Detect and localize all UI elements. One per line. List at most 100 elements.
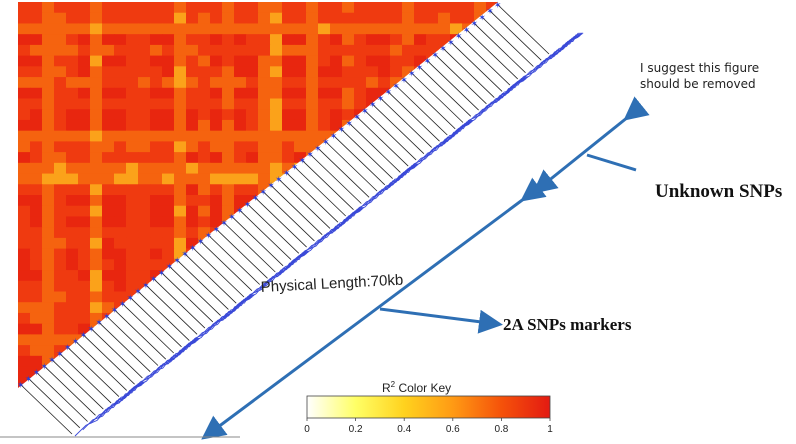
heatmap-cell bbox=[402, 334, 415, 346]
heatmap-cell bbox=[246, 312, 259, 325]
marker-connector bbox=[293, 165, 346, 217]
heatmap-cell bbox=[294, 173, 307, 185]
heatmap-cell bbox=[114, 12, 127, 24]
heatmap-cell bbox=[102, 34, 115, 46]
heatmap-cell bbox=[90, 2, 103, 14]
heatmap-cell bbox=[222, 345, 235, 357]
marker-star: ✶ bbox=[291, 163, 299, 173]
heatmap-cell bbox=[294, 377, 307, 388]
heatmap-cell bbox=[234, 280, 247, 292]
heatmap-cell bbox=[462, 377, 475, 388]
heatmap-cell bbox=[222, 23, 235, 35]
heatmap-cell bbox=[246, 334, 259, 346]
heatmap-cell bbox=[234, 377, 247, 388]
marker-star: ✶ bbox=[361, 107, 369, 117]
heatmap-cell bbox=[462, 184, 475, 196]
heatmap-cell bbox=[426, 205, 439, 217]
heatmap-cell bbox=[90, 205, 103, 217]
marker-star: ✶ bbox=[494, 1, 502, 11]
heatmap-cell bbox=[174, 216, 187, 228]
marker-star: ✶ bbox=[259, 188, 267, 198]
heatmap-cell bbox=[438, 345, 451, 357]
heatmap-cell bbox=[270, 355, 283, 368]
heatmap-cell bbox=[174, 77, 187, 89]
heatmap-cell bbox=[114, 23, 127, 35]
heatmap-cell bbox=[42, 34, 55, 46]
heatmap-cell bbox=[102, 302, 115, 314]
heatmap-cell bbox=[186, 205, 199, 217]
marker-star: ✶ bbox=[48, 356, 56, 366]
heatmap-cell bbox=[162, 162, 175, 175]
heatmap-cell bbox=[486, 259, 498, 271]
heatmap-cell bbox=[66, 237, 79, 250]
heatmap-cell bbox=[162, 34, 175, 46]
heatmap-cell bbox=[54, 23, 67, 35]
heatmap-cell bbox=[138, 109, 151, 121]
heatmap-cell bbox=[462, 216, 475, 228]
heatmap-cell bbox=[330, 34, 343, 46]
heatmap-cell bbox=[30, 87, 43, 99]
heatmap-cell bbox=[102, 248, 115, 260]
heatmap-cell bbox=[270, 152, 283, 164]
heatmap-cell bbox=[174, 291, 187, 303]
heatmap-cell bbox=[186, 2, 199, 14]
heatmap-cell bbox=[30, 205, 43, 217]
heatmap-cell bbox=[414, 12, 427, 24]
markers-pointer-arrow bbox=[379, 307, 503, 334]
heatmap-cell bbox=[114, 66, 127, 78]
heatmap-cell bbox=[30, 227, 43, 239]
heatmap-cell bbox=[414, 216, 427, 228]
heatmap-cell bbox=[186, 87, 199, 99]
heatmap-cell bbox=[138, 87, 151, 99]
heatmap-cell bbox=[318, 312, 331, 325]
heatmap-cell bbox=[306, 216, 319, 228]
heatmap-cell bbox=[390, 237, 403, 250]
heatmap-cell bbox=[486, 334, 498, 346]
heatmap-cell bbox=[126, 216, 139, 228]
heatmap-cell bbox=[78, 23, 91, 35]
heatmap-cell bbox=[474, 248, 487, 260]
heatmap-cell bbox=[366, 141, 379, 153]
heatmap-cell bbox=[66, 195, 79, 207]
heatmap-cell bbox=[210, 66, 223, 78]
heatmap-cell bbox=[438, 2, 451, 14]
heatmap-cell bbox=[246, 66, 259, 78]
heatmap-cell bbox=[222, 184, 235, 196]
marker-label bbox=[528, 34, 581, 76]
color-key-tick-label: 0 bbox=[304, 424, 310, 435]
heatmap-cell bbox=[222, 130, 235, 142]
unknown-pointer-line bbox=[586, 153, 637, 172]
marker-connector bbox=[51, 358, 104, 410]
heatmap-cell bbox=[210, 109, 223, 121]
heatmap-cell bbox=[462, 270, 475, 282]
heatmap-cell bbox=[342, 184, 355, 196]
heatmap-cell bbox=[78, 109, 91, 121]
marker-star: ✶ bbox=[166, 263, 174, 273]
heatmap-cell bbox=[42, 216, 55, 228]
heatmap-cell bbox=[390, 227, 403, 239]
heatmap-cell bbox=[258, 227, 271, 239]
marker-connector bbox=[74, 340, 127, 391]
heatmap-cell bbox=[78, 173, 91, 185]
heatmap-cell bbox=[462, 141, 475, 153]
heatmap-cell bbox=[258, 109, 271, 121]
heatmap-cell bbox=[210, 377, 223, 388]
heatmap-cell bbox=[438, 23, 451, 35]
markers-snps-label: 2A SNPs markers bbox=[503, 315, 632, 334]
marker-star: ✶ bbox=[64, 344, 72, 354]
heatmap-cell bbox=[474, 173, 487, 185]
heatmap-cell bbox=[258, 205, 271, 217]
marker-connector bbox=[363, 109, 417, 161]
heatmap-cell bbox=[342, 248, 355, 260]
marker-star: ✶ bbox=[306, 151, 314, 161]
heatmap-cell bbox=[378, 23, 391, 35]
heatmap-cell bbox=[126, 205, 139, 217]
heatmap-cell bbox=[258, 248, 271, 260]
heatmap-cell bbox=[186, 66, 199, 78]
heatmap-cell bbox=[426, 216, 439, 228]
heatmap-cell bbox=[150, 119, 163, 132]
marker-star: ✶ bbox=[283, 169, 291, 179]
heatmap-cell bbox=[138, 345, 151, 357]
heatmap-cell bbox=[90, 184, 103, 196]
heatmap-cell bbox=[102, 119, 115, 132]
